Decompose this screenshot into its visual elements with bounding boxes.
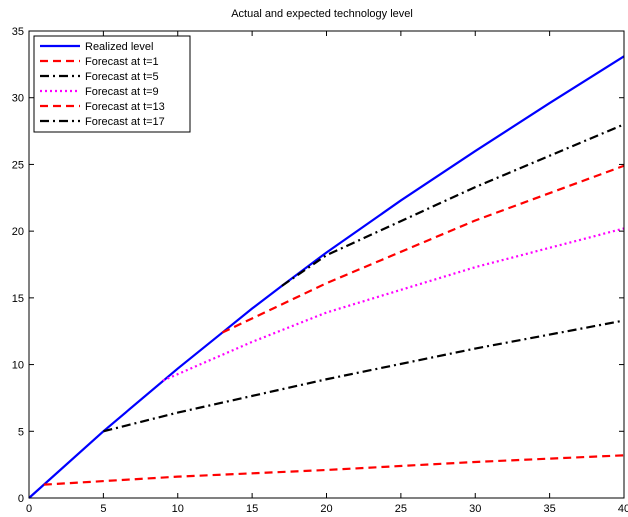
legend: Realized level Forecast at t=1 Forecast at… (33, 35, 191, 133)
chart-title: Actual and expected technology level (231, 8, 413, 20)
legend-label: Realized level (85, 41, 153, 53)
y-tick-label: 5 (18, 426, 24, 438)
x-tick-label: 10 (172, 503, 184, 515)
y-tick-label: 35 (12, 26, 24, 38)
x-tick-label: 0 (26, 503, 32, 515)
y-tick-label: 30 (12, 93, 24, 105)
x-tick-label: 30 (469, 503, 481, 515)
legend-label: Forecast at t=9 (85, 86, 159, 98)
axes-layer: 0 5 10 15 20 25 30 35 40 0 5 10 15 20 25 30 35 (12, 26, 628, 515)
legend-label: Forecast at t=13 (85, 101, 165, 113)
series-line-3 (103, 319, 625, 433)
y-tick-label: 0 (18, 493, 24, 505)
x-tick-label: 25 (395, 503, 407, 515)
y-tick-label: 20 (12, 226, 24, 238)
series-line-2 (43, 454, 625, 486)
x-tick-label: 35 (544, 503, 556, 515)
series-line-6 (281, 123, 625, 287)
series-layer (28, 55, 625, 499)
legend-label: Forecast at t=17 (85, 116, 165, 128)
x-tick-label: 5 (100, 503, 106, 515)
x-tick-label: 15 (246, 503, 258, 515)
x-tick-label: 20 (320, 503, 332, 515)
legend-label: Forecast at t=5 (85, 71, 159, 83)
y-tick-label: 10 (12, 360, 24, 372)
legend-box (33, 35, 191, 133)
y-tick-label: 25 (12, 159, 24, 171)
x-tick-label: 40 (618, 503, 628, 515)
legend-label: Forecast at t=1 (85, 56, 159, 68)
y-tick-label: 15 (12, 293, 24, 305)
series-line-5 (221, 164, 625, 334)
